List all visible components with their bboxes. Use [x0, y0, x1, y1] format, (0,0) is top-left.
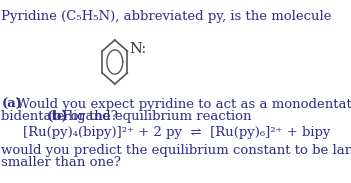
- Text: N:: N:: [129, 42, 146, 56]
- Text: smaller than one?: smaller than one?: [1, 156, 121, 169]
- Text: [Ru(py)₄(bipy)]²⁺ + 2 py  ⇌  [Ru(py)₆]²⁺ + bipy: [Ru(py)₄(bipy)]²⁺ + 2 py ⇌ [Ru(py)₆]²⁺ +…: [23, 126, 330, 139]
- Text: bidentate ligand?: bidentate ligand?: [1, 110, 122, 123]
- Text: (a): (a): [1, 98, 22, 111]
- Text: Would you expect pyridine to act as a monodentate or: Would you expect pyridine to act as a mo…: [12, 98, 351, 111]
- Text: Pyridine (C₅H₅N), abbreviated py, is the molecule: Pyridine (C₅H₅N), abbreviated py, is the…: [1, 10, 332, 23]
- Text: (b): (b): [47, 110, 69, 123]
- Text: would you predict the equilibrium constant to be larger or: would you predict the equilibrium consta…: [1, 144, 351, 157]
- Text: For the equilibrium reaction: For the equilibrium reaction: [58, 110, 251, 123]
